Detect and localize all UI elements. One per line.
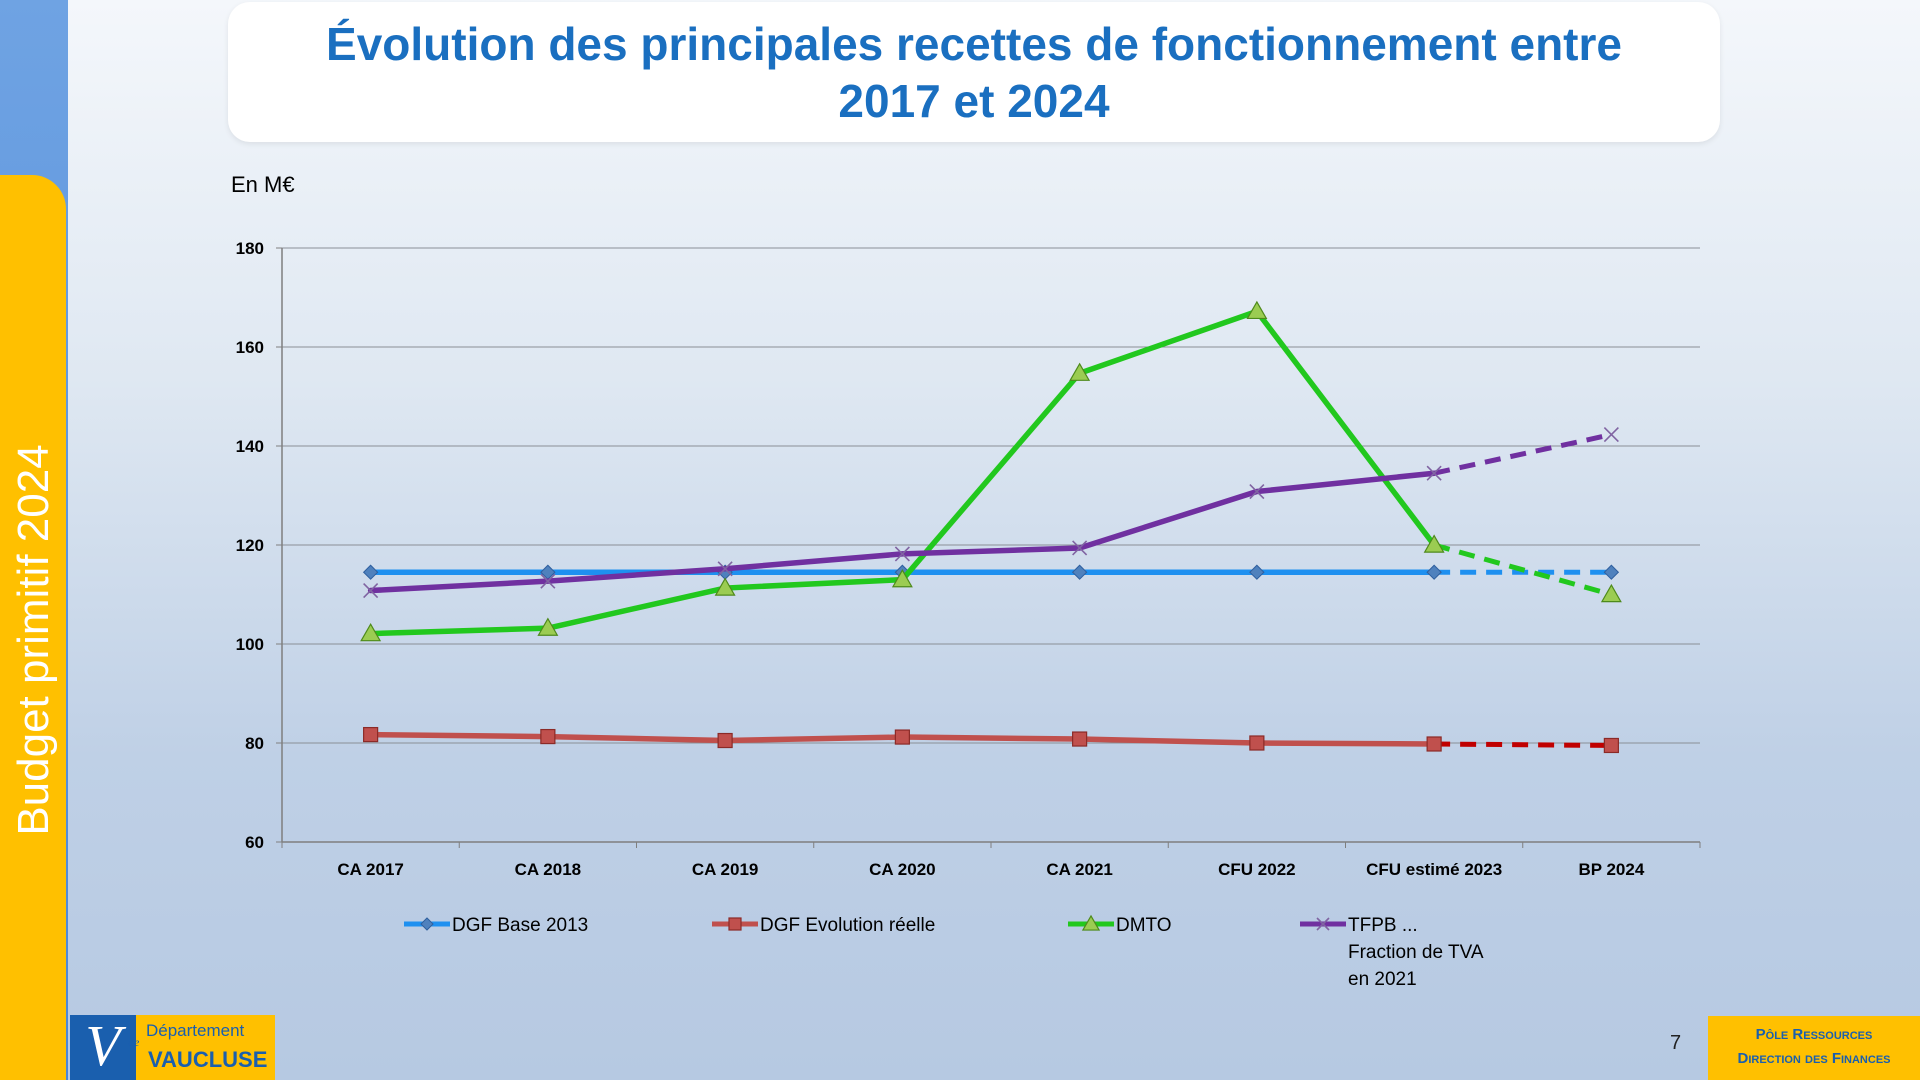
- legend-label: DGF Base 2013: [452, 915, 588, 936]
- legend-marker-3: [1316, 917, 1330, 931]
- data-point-1-2: [717, 732, 733, 749]
- y-tick-label: 80: [245, 734, 264, 753]
- series-dashed-line-1: [1434, 741, 1612, 748]
- legend-marker-1: [728, 917, 742, 931]
- logo-departement: Département: [146, 1021, 245, 1040]
- data-point-3-6: [1426, 465, 1442, 481]
- x-tick-label: CA 2019: [692, 860, 758, 879]
- unit-label: En M€: [231, 172, 295, 197]
- data-point-2-0: [360, 622, 382, 642]
- legend-label: TFPB ...: [1348, 915, 1418, 936]
- data-point-0-6: [1426, 564, 1442, 580]
- data-point-2-7: [1600, 583, 1622, 603]
- slide-title: Évolution des principales recettes de fo…: [228, 16, 1720, 130]
- data-point-3-4: [1072, 540, 1088, 556]
- y-tick-label: 140: [236, 437, 264, 456]
- page-number: 7: [1670, 1032, 1682, 1054]
- legend-label: en 2021: [1348, 969, 1417, 990]
- legend-label: DGF Evolution réelle: [760, 915, 935, 936]
- y-tick-label: 120: [236, 536, 264, 555]
- data-point-1-3: [894, 729, 910, 745]
- data-point-3-2: [717, 561, 733, 577]
- x-tick-label: CFU estimé 2023: [1366, 860, 1502, 879]
- logo-v-mark: V: [70, 1015, 136, 1080]
- x-tick-label: CA 2018: [515, 860, 581, 879]
- sidebar: Budget primitif 2024: [0, 0, 68, 1080]
- data-point-0-5: [1249, 564, 1265, 580]
- legend-marker-2: [1081, 914, 1101, 931]
- data-point-3-0: [363, 582, 379, 599]
- legend-marker-0: [420, 917, 434, 931]
- series-dashed-line-3: [1433, 432, 1612, 476]
- legend-label: DMTO: [1116, 915, 1172, 936]
- pole-line2: Direction des Finances: [1737, 1050, 1891, 1067]
- title-line1: Évolution des principales recettes de fo…: [326, 18, 1622, 70]
- data-point-1-1: [540, 728, 556, 745]
- data-point-2-2: [714, 577, 736, 596]
- data-point-1-4: [1072, 731, 1088, 747]
- data-point-1-5: [1249, 735, 1265, 751]
- y-tick-label: 180: [236, 239, 264, 258]
- x-tick-label: CA 2020: [869, 860, 935, 879]
- data-point-2-1: [537, 617, 559, 636]
- data-point-3-1: [540, 573, 556, 589]
- x-tick-label: CA 2021: [1046, 860, 1112, 879]
- title-line2: 2017 et 2024: [838, 75, 1110, 127]
- data-point-0-7: [1603, 564, 1620, 580]
- data-point-1-0: [363, 726, 379, 743]
- data-point-0-4: [1071, 564, 1088, 580]
- x-tick-label: CFU 2022: [1218, 860, 1295, 879]
- legend-label: Fraction de TVA: [1348, 942, 1484, 963]
- pole-line1: Pôle Ressources: [1755, 1026, 1873, 1043]
- data-point-3-5: [1249, 483, 1265, 500]
- series-dashed-line-2: [1433, 542, 1613, 597]
- y-tick-label: 60: [245, 833, 264, 852]
- title-box: Évolution des principales recettes de fo…: [228, 2, 1720, 142]
- data-point-0-0: [362, 564, 379, 580]
- logo-vaucluse: VAUCLUSE: [148, 1047, 268, 1072]
- data-point-2-3: [891, 568, 913, 588]
- departement-logo: V de Département VAUCLUSE: [70, 1015, 275, 1080]
- y-tick-label: 100: [236, 635, 264, 654]
- logo-de: de: [128, 1035, 140, 1049]
- data-point-1-6: [1426, 736, 1442, 752]
- data-point-2-5: [1246, 300, 1268, 320]
- data-point-3-3: [894, 546, 910, 562]
- data-point-3-7: [1603, 427, 1619, 443]
- data-point-1-7: [1603, 737, 1619, 754]
- sidebar-band: [0, 175, 66, 1080]
- x-tick-label: BP 2024: [1578, 860, 1644, 879]
- pole-ressources-box: Pôle Ressources Direction des Finances: [1708, 1016, 1920, 1080]
- data-point-2-4: [1069, 362, 1091, 381]
- x-tick-label: CA 2017: [337, 860, 403, 879]
- data-point-2-6: [1423, 534, 1445, 553]
- y-tick-label: 160: [236, 338, 264, 357]
